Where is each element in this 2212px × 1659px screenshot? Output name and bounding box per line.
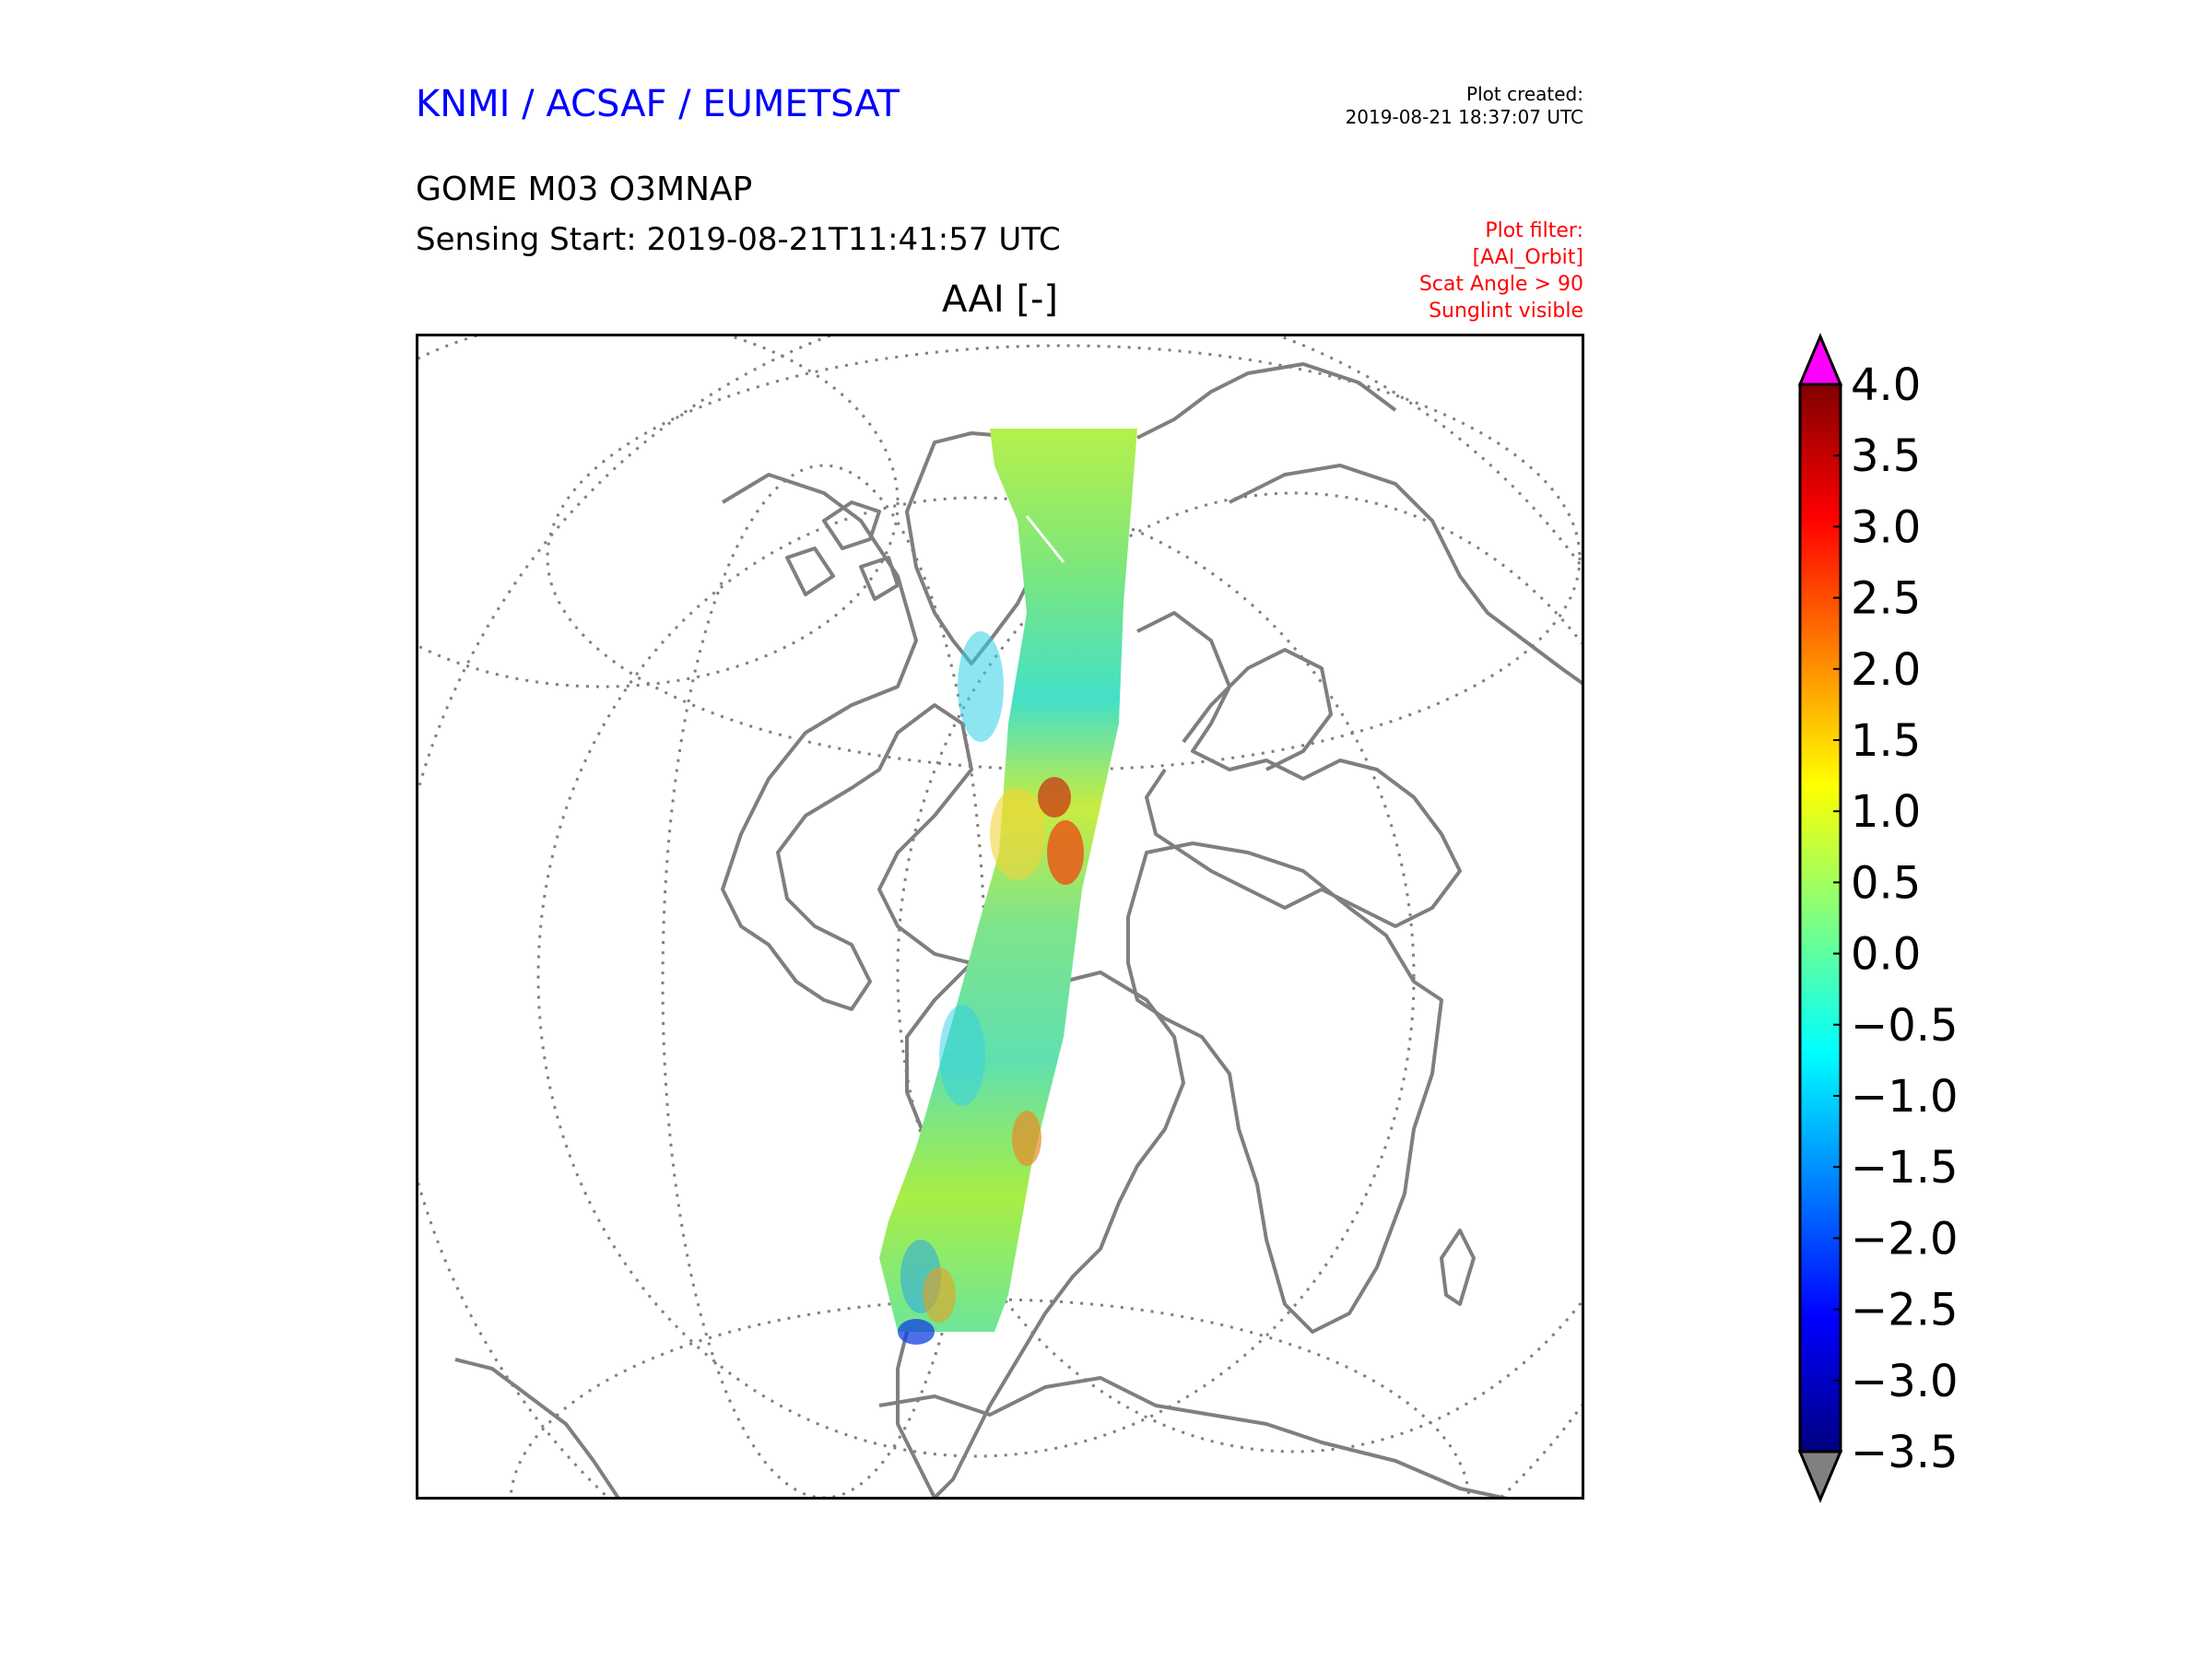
organization-title: KNMI / ACSAF / EUMETSAT xyxy=(416,83,900,125)
aai-hotspot xyxy=(923,1267,956,1323)
graticule-line xyxy=(661,464,987,1497)
colorbar-tick-label: −0.5 xyxy=(1851,1000,1959,1052)
aai-hotspot xyxy=(1012,1111,1041,1166)
colorbar-scale xyxy=(1798,382,1842,1453)
product-name: GOME M03 O3MNAP xyxy=(416,171,753,208)
aai-hotspot xyxy=(1047,820,1084,885)
colorbar-tick-label: −2.5 xyxy=(1851,1285,1959,1336)
plot-filter-info: Plot filter: [AAI_Orbit] Scat Angle > 90… xyxy=(1419,218,1583,324)
coastline-africa xyxy=(1126,841,1443,1334)
aai-lowspot xyxy=(939,1005,985,1106)
sensing-start: Sensing Start: 2019-08-21T11:41:57 UTC xyxy=(416,221,1061,258)
colorbar-tick-label: −1.5 xyxy=(1851,1142,1959,1194)
aai-hotspot xyxy=(1038,777,1071,818)
coastline-north-america xyxy=(721,473,973,1011)
colorbar-tick-label: 2.5 xyxy=(1851,573,1921,625)
colorbar-tick-label: 2.0 xyxy=(1851,644,1921,696)
aai-swath xyxy=(879,429,1137,1345)
aai-lowspot xyxy=(898,1319,935,1345)
colorbar-tick-label: 3.5 xyxy=(1851,430,1921,482)
colorbar-tick-label: 0.0 xyxy=(1851,929,1921,981)
coastline-northwest xyxy=(454,1358,620,1497)
aai-lowspot xyxy=(958,631,1004,742)
plot-filter-line: Sunglint visible xyxy=(1429,300,1583,323)
colorbar-ticks: 4.0 3.5 3.0 2.5 2.0 1.5 1.0 0.5 0.0 −0.5 −1.0 −1.5 −… xyxy=(1833,359,1959,1478)
map-canvas xyxy=(418,336,1582,1497)
colorbar-tick-label: 1.0 xyxy=(1851,786,1921,838)
coastline-antarctica xyxy=(878,1376,1508,1497)
colorbar-tick-label: 0.5 xyxy=(1851,857,1921,909)
coastline-europe xyxy=(1136,611,1462,928)
plot-filter-line: [AAI_Orbit] xyxy=(1472,246,1583,269)
aai-hotspot xyxy=(990,788,1045,880)
variable-title: AAI [-] xyxy=(942,278,1058,321)
colorbar-over-triangle xyxy=(1797,333,1843,386)
coastline-madagascar xyxy=(1440,1229,1476,1306)
colorbar-tick-label: −3.0 xyxy=(1851,1356,1959,1407)
colorbar-tick-label: −2.0 xyxy=(1851,1213,1959,1265)
graticule-line xyxy=(536,496,1416,1458)
colorbar-tick-label: −3.5 xyxy=(1851,1427,1959,1478)
plot-created-time: 2019-08-21 18:37:07 UTC xyxy=(1345,106,1583,128)
colorbar: 4.0 3.5 3.0 2.5 2.0 1.5 1.0 0.5 0.0 −0.5 −1.0 −1.5 −… xyxy=(1797,333,1959,1503)
colorbar-tick-label: 1.5 xyxy=(1851,715,1921,767)
graticule-line xyxy=(546,344,1582,771)
coastline-arctic-russia xyxy=(1136,362,1397,440)
plot-filter-line: Scat Angle > 90 xyxy=(1418,273,1583,296)
coastline-siberia xyxy=(1229,464,1582,686)
colorbar-under-triangle xyxy=(1797,1450,1843,1503)
plot-created-label: Plot created: xyxy=(1466,83,1583,105)
colorbar-tick-label: 3.0 xyxy=(1851,501,1921,553)
plot-filter-label: Plot filter: xyxy=(1485,219,1583,242)
plot-created-info: Plot created: 2019-08-21 18:37:07 UTC xyxy=(1346,83,1583,129)
swath-scanline-gap xyxy=(1025,515,1065,563)
coastline-canada-islands xyxy=(785,500,900,601)
map-panel xyxy=(416,334,1584,1500)
coastline-scandinavia xyxy=(1182,648,1333,771)
colorbar-tick-label: 4.0 xyxy=(1851,359,1921,411)
aai-swath-band xyxy=(879,429,1137,1332)
graticule-line xyxy=(418,336,900,688)
colorbar-tick-label: −1.0 xyxy=(1851,1071,1959,1123)
